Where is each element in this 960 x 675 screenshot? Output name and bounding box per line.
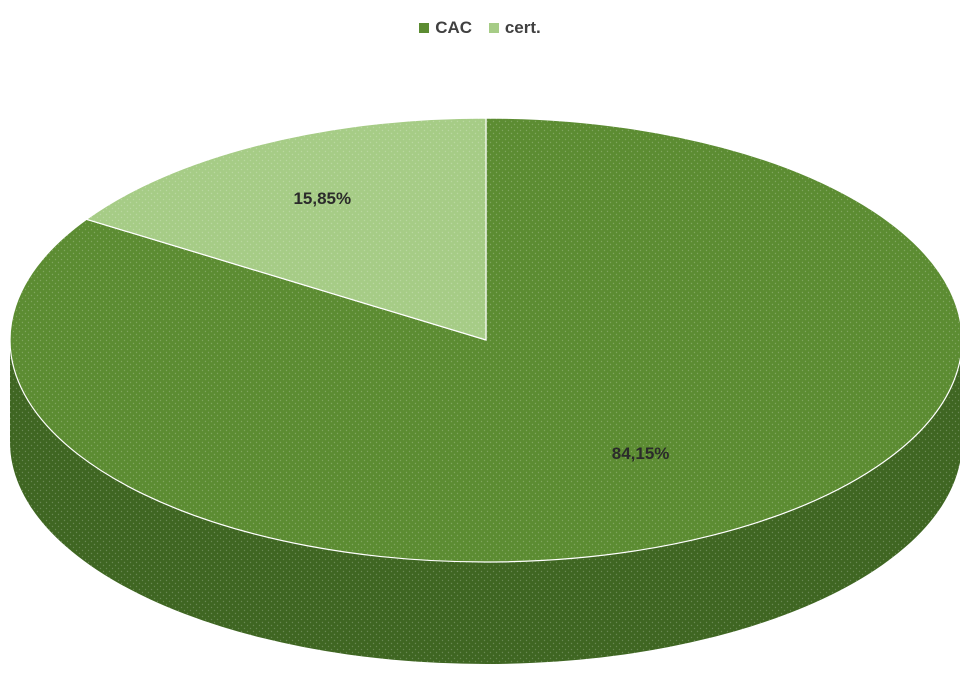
pie-top [10,118,960,562]
pie-data-label-0: 84,15% [612,444,670,463]
pie-data-label-1: 15,85% [293,189,351,208]
